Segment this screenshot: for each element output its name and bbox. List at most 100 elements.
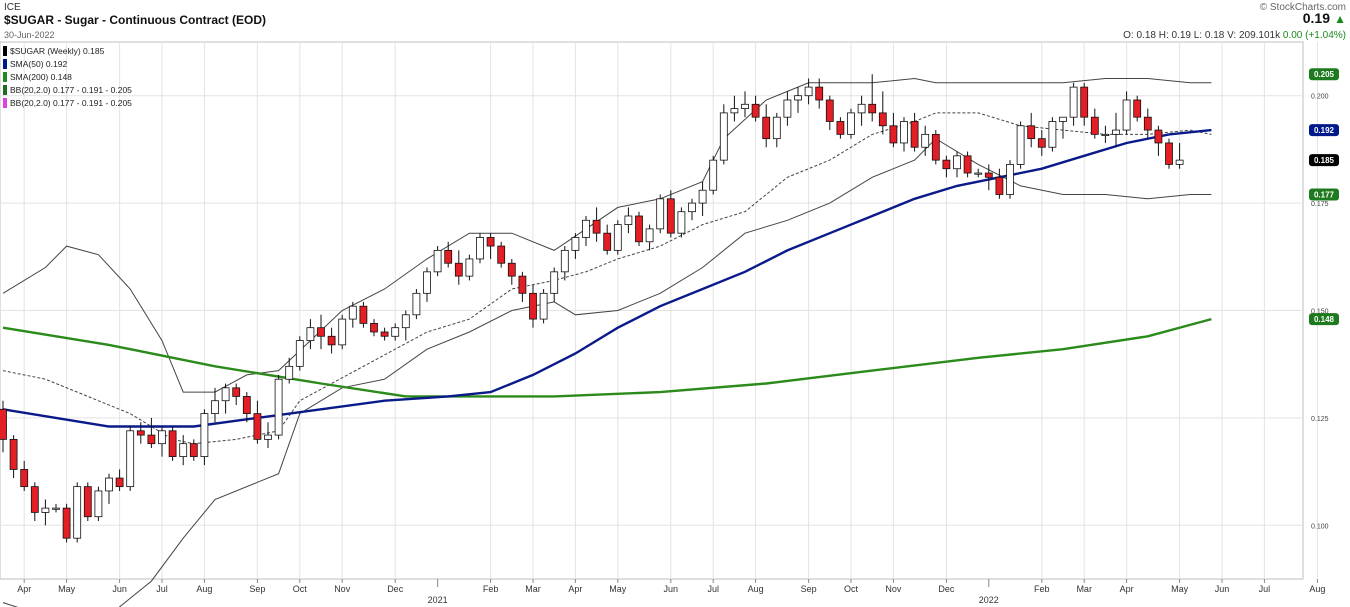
candle [794,87,802,113]
legend-entry: SMA(200) 0.148 [3,70,132,83]
candle-body-down [815,86,824,101]
candle [656,194,665,234]
candle [30,482,39,522]
candle-body-up [974,172,983,175]
x-tick-label: Jul [156,584,168,594]
candle [507,258,516,285]
candle-body-up [582,219,590,238]
x-tick-label: Dec [938,584,955,594]
x-tick-label: Apr [17,584,31,594]
up-arrow-icon: ▲ [1334,12,1346,26]
candle-body-up [1112,129,1120,135]
candle-body-up [571,237,580,251]
candle [698,181,707,216]
value-tag-label: 0.177 [1314,191,1335,200]
candle-body-up [741,103,749,109]
value-tag: 0.185 [1309,154,1339,167]
candle [211,387,219,423]
credit-label: © StockCharts.com [1259,2,1346,13]
candle [189,439,198,461]
candle [804,78,813,105]
value-tag-label: 0.192 [1314,126,1335,135]
candle [348,301,357,328]
axes: Apr May Jun Jul Aug Sep Oct Nov Dec Feb Mar Apr May J… [17,94,1328,605]
candle-body-down [592,219,601,234]
candle [613,220,622,255]
x-tick-label: Sep [801,584,817,594]
candle-body-up [719,112,728,161]
candle [709,155,718,195]
candle-body-down [878,112,887,127]
year-label: 2022 [979,595,999,605]
candle-body-up [264,434,272,440]
candle-body-up [953,155,961,170]
candle [836,117,845,139]
candle [1059,116,1067,139]
candle [20,460,29,491]
candle [719,104,728,165]
value-tag-bg [1309,154,1339,167]
candle [857,95,866,126]
candle [105,473,113,504]
candle [666,190,675,238]
candle-body-down [836,121,845,135]
x-tick-label: May [609,584,627,594]
candle-body-up [285,365,294,380]
exchange-label: ICE [4,2,21,13]
candle-body-down [666,198,675,234]
candle [94,486,103,522]
candle-body-down [20,469,29,488]
candle [1133,95,1142,122]
candle-body-down [963,155,972,174]
candle [995,168,1004,199]
legend-label: BB(20,2.0) 0.177 - 0.191 - 0.205 [10,97,132,108]
candle-body-down [0,408,7,440]
candle [592,207,601,242]
candle-body-up [804,86,813,97]
x-tick-label: Apr [568,584,582,594]
value-tag-label: 0.205 [1314,70,1335,79]
candle-body-down [62,507,71,539]
x-tick-label: Dec [387,584,404,594]
candle [317,314,325,350]
candle [910,112,919,152]
x-tick-label: Feb [1034,584,1050,594]
x-tick-label: Feb [483,584,499,594]
candle-body-up [1048,121,1057,148]
candle-body-down [1165,142,1173,165]
candle [900,117,908,152]
candle [635,211,643,247]
candle-body-down [942,159,951,170]
legend-swatch [3,45,7,56]
candle [41,499,50,526]
candle [179,435,188,466]
candle-body-down [83,486,92,518]
candle-body-up [624,215,633,225]
x-tick-label: Apr [1120,584,1134,594]
candle-body-down [507,262,516,277]
sma50-line [2,128,1212,428]
x-tick-label: Sep [249,584,265,594]
candle [264,422,272,448]
candle-body-up [465,258,474,277]
candle [1101,125,1110,143]
x-tick-label: Oct [293,584,308,594]
candle [253,400,262,444]
candle-body-up [391,327,400,337]
candle [825,95,834,131]
ohlc-readout: O: 0.18 H: 0.19 L: 0.18 V: 209.101k 0.00… [1123,29,1346,42]
candle [401,310,410,341]
candle-body-up [688,202,696,213]
candle-body-up [1006,164,1014,195]
candle-body-up [900,121,908,144]
candle-body-up [550,271,559,294]
candle [878,91,887,135]
candle [370,319,378,337]
candle-body-down [444,249,453,264]
candle [497,241,506,268]
candle-body-up [423,271,431,294]
value-tag: 0.148 [1309,313,1339,326]
candle-body-up [645,228,654,243]
grid-lines [0,41,1318,580]
candle-body-up [560,249,569,273]
